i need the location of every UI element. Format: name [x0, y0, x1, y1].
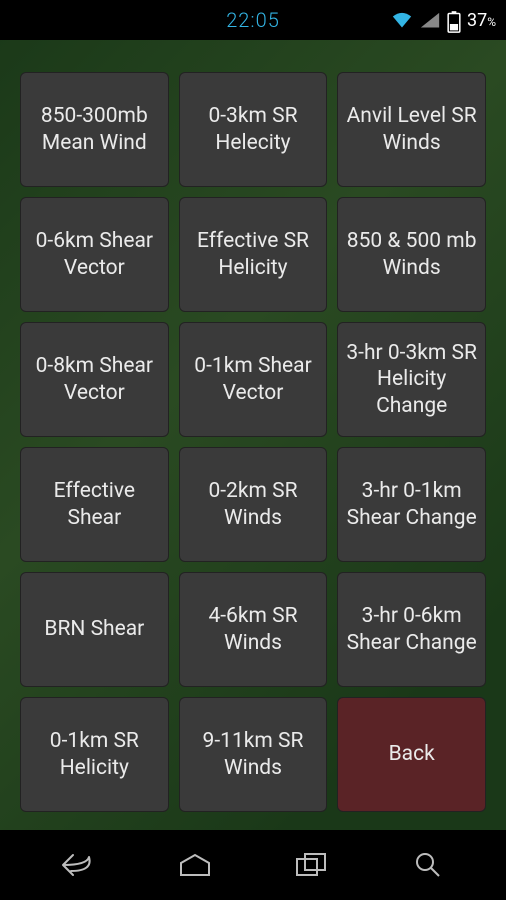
nav-recent-button[interactable] [287, 847, 335, 883]
wifi-icon [391, 10, 413, 30]
signal-icon [419, 10, 441, 30]
param-button-3hr-shear-0-1[interactable]: 3-hr 0-1km Shear Change [337, 447, 486, 562]
param-button-sr-winds-9-11[interactable]: 9-11km SR Winds [179, 697, 328, 812]
nav-home-button[interactable] [171, 847, 219, 883]
param-button-eff-sr-hel[interactable]: Effective SR Helicity [179, 197, 328, 312]
battery-text: 37% [467, 10, 496, 31]
param-button-3hr-srh-0-3[interactable]: 3-hr 0-3km SR Helicity Change [337, 322, 486, 437]
nav-bar [0, 830, 506, 900]
battery-suffix: % [487, 15, 496, 29]
param-button-mean-wind[interactable]: 850-300mb Mean Wind [20, 72, 169, 187]
param-button-brn-shear[interactable]: BRN Shear [20, 572, 169, 687]
battery-icon [447, 10, 461, 30]
parameter-grid: 850-300mb Mean Wind0-3km SR HelecityAnvi… [20, 72, 486, 812]
back-button[interactable]: Back [337, 697, 486, 812]
nav-back-button[interactable] [54, 847, 102, 883]
param-button-sr-hel-0-3[interactable]: 0-3km SR Helecity [179, 72, 328, 187]
param-button-sr-hel-0-1[interactable]: 0-1km SR Helicity [20, 697, 169, 812]
param-button-eff-shear[interactable]: Effective Shear [20, 447, 169, 562]
status-right: 37% [391, 10, 496, 31]
param-button-sr-winds-0-2[interactable]: 0-2km SR Winds [179, 447, 328, 562]
param-button-shear-0-1[interactable]: 0-1km Shear Vector [179, 322, 328, 437]
battery-pct: 37 [467, 10, 487, 31]
param-button-850-500[interactable]: 850 & 500 mb Winds [337, 197, 486, 312]
nav-search-button[interactable] [404, 847, 452, 883]
param-button-sr-winds-4-6[interactable]: 4-6km SR Winds [179, 572, 328, 687]
param-button-shear-0-8[interactable]: 0-8km Shear Vector [20, 322, 169, 437]
param-button-3hr-shear-0-6[interactable]: 3-hr 0-6km Shear Change [337, 572, 486, 687]
status-bar: 22:05 37% [0, 0, 506, 40]
param-button-shear-0-6[interactable]: 0-6km Shear Vector [20, 197, 169, 312]
param-button-anvil-sr[interactable]: Anvil Level SR Winds [337, 72, 486, 187]
clock: 22:05 [226, 8, 280, 32]
